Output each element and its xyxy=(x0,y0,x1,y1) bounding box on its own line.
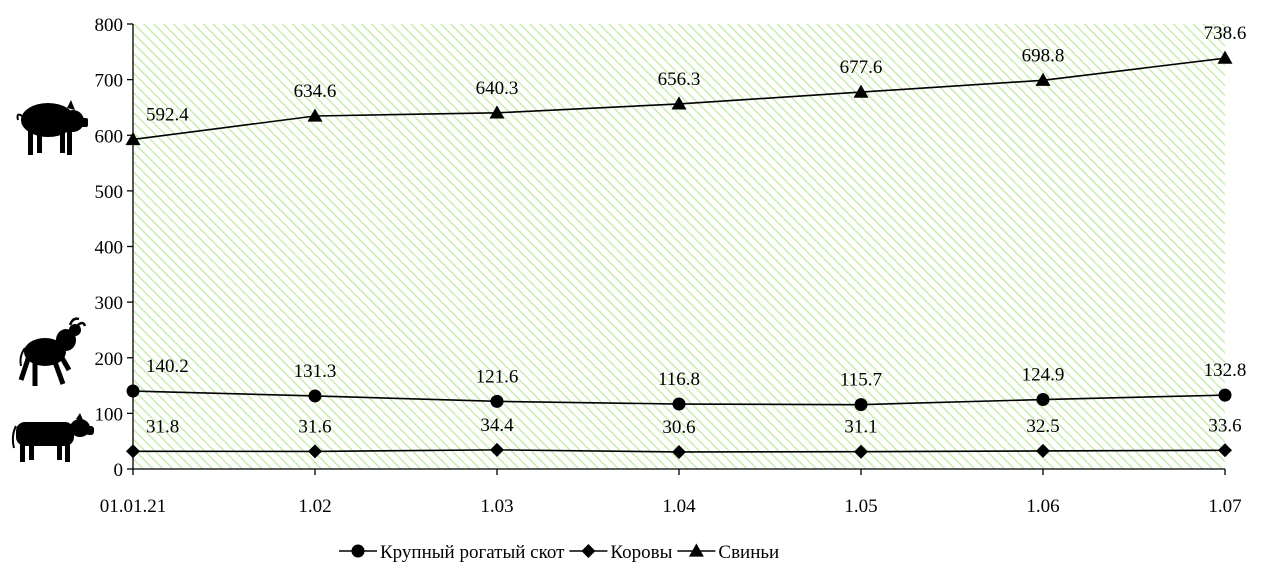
cow-icon xyxy=(11,413,94,462)
point-marker-circle xyxy=(1218,388,1232,402)
data-label: 140.2 xyxy=(146,356,189,377)
data-label: 31.1 xyxy=(844,417,877,438)
y-tick-label: 0 xyxy=(114,460,124,481)
point-marker-triangle xyxy=(489,105,505,119)
point-marker-triangle xyxy=(125,131,141,146)
legend-label: Коровы xyxy=(610,542,672,563)
y-tick-label: 800 xyxy=(95,15,124,36)
data-label: 31.8 xyxy=(146,416,179,437)
x-tick-label: 1.03 xyxy=(480,496,513,517)
data-label: 132.8 xyxy=(1204,360,1247,381)
legend-label: Крупный рогатый скот xyxy=(380,542,565,563)
data-label: 115.7 xyxy=(840,370,882,391)
point-marker-diamond xyxy=(1036,443,1050,458)
x-tick-label: 1.04 xyxy=(662,496,696,517)
legend-item: Свиньи xyxy=(677,542,779,563)
point-marker-triangle xyxy=(1035,72,1051,86)
point-marker-circle xyxy=(1036,393,1050,407)
point-marker-triangle xyxy=(1217,50,1233,64)
legend-marker-circle xyxy=(351,544,365,558)
point-marker-triangle xyxy=(307,108,323,122)
y-tick-label: 700 xyxy=(95,71,124,92)
y-tick-label: 600 xyxy=(95,126,124,147)
data-label: 640.3 xyxy=(476,78,519,99)
y-tick-label: 200 xyxy=(95,349,124,370)
legend-marker-triangle xyxy=(688,543,704,557)
legend-item: Коровы xyxy=(569,542,673,563)
data-label: 34.4 xyxy=(480,415,514,436)
x-tick-label: 1.02 xyxy=(298,496,331,517)
bull-icon xyxy=(18,317,87,386)
point-marker-triangle xyxy=(671,96,687,110)
point-marker-diamond xyxy=(854,444,868,459)
data-label: 31.6 xyxy=(298,416,331,437)
data-label: 32.5 xyxy=(1026,416,1059,437)
point-marker-diamond xyxy=(672,444,686,459)
point-marker-circle xyxy=(672,397,686,411)
y-tick-label: 500 xyxy=(95,182,124,203)
point-marker-circle xyxy=(854,398,868,412)
data-label: 116.8 xyxy=(658,369,700,390)
point-marker-diamond xyxy=(1218,443,1232,458)
legend-label: Свиньи xyxy=(718,542,779,563)
x-tick-label: 01.01.21 xyxy=(100,496,167,517)
x-tick-label: 1.06 xyxy=(1026,496,1059,517)
data-label: 677.6 xyxy=(840,57,883,78)
point-marker-circle xyxy=(490,394,504,408)
legend-marker-diamond xyxy=(581,544,596,558)
data-label: 592.4 xyxy=(146,104,189,125)
x-tick-label: 1.05 xyxy=(844,496,877,517)
data-label: 131.3 xyxy=(294,361,337,382)
pig-icon xyxy=(16,100,88,155)
data-label: 698.8 xyxy=(1022,45,1065,66)
data-label: 124.9 xyxy=(1022,365,1065,386)
point-marker-diamond xyxy=(126,444,140,459)
data-label: 30.6 xyxy=(662,417,695,438)
y-tick-label: 400 xyxy=(95,238,124,259)
legend-item: Крупный рогатый скот xyxy=(339,542,565,563)
point-marker-circle xyxy=(308,389,322,403)
data-label: 121.6 xyxy=(476,366,519,387)
x-tick-label: 1.07 xyxy=(1208,496,1241,517)
data-label: 634.6 xyxy=(294,81,337,102)
data-label: 738.6 xyxy=(1204,23,1247,44)
point-marker-diamond xyxy=(490,442,504,457)
data-label: 33.6 xyxy=(1208,415,1241,436)
data-label: 656.3 xyxy=(658,69,701,90)
y-tick-label: 300 xyxy=(95,293,124,314)
point-marker-circle xyxy=(126,384,140,398)
point-marker-diamond xyxy=(308,444,322,459)
y-tick-label: 100 xyxy=(95,404,124,425)
point-marker-triangle xyxy=(853,84,869,98)
